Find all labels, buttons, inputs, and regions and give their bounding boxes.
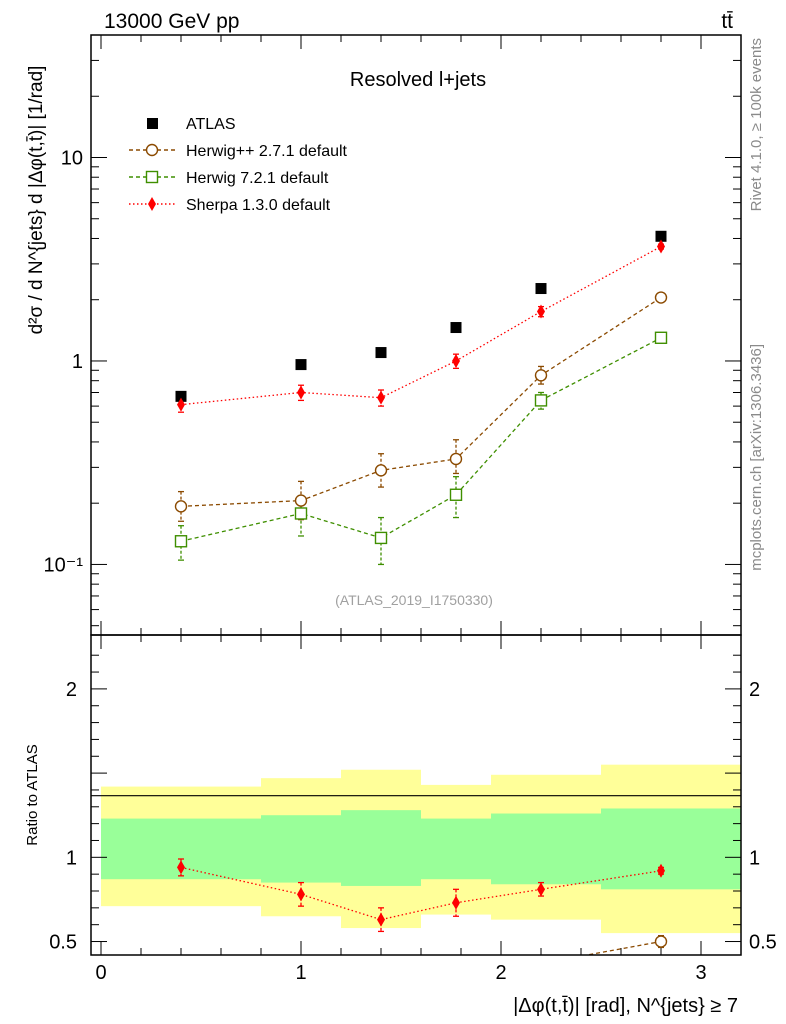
legend-item-sherpa: Sherpa 1.3.0 default [129,197,331,214]
ratio-y-tick-label-left: 2 [66,679,77,701]
header-energy-label: 13000 GeV pp [104,10,239,33]
main-title: Resolved l+jets [350,69,486,91]
x-tick-label: 0 [95,962,106,984]
main-herwig-7-2-1-default-point [374,531,388,545]
legend-item-atlas: ATLAS [147,116,236,133]
ratio-axis-ticks [91,635,742,955]
legend-herwig7-marker [145,170,159,184]
main-herwig-2-7-1-default-point [654,291,668,304]
main-herwig-7-2-1-default-point [654,331,668,344]
legend: ATLAS Herwig++ 2.7.1 default Herwig 7.2.… [129,116,348,214]
ratio-markers [177,860,668,948]
main-herwig-7-2-1-default-point [174,535,188,548]
ratio-herwig-2-7-1-default-atlas-point [654,935,668,948]
ratio-sherpa-1-3-0-default-atlas-line [180,866,662,921]
main-sherpa-1-3-0-default-point [297,385,305,400]
main-atlas-point [295,359,307,371]
main-markers [174,230,668,548]
main-herwig-2-7-1-default-point [374,464,388,477]
main-herwig-7-2-1-default-line [180,337,662,542]
x-tick-label: 2 [495,962,506,984]
main-y-axis-label: d²σ / d N^{jets} d |Δφ(t,t̄)| [1/rad] [26,66,47,335]
ratio-y-tick-label-left: 0.5 [49,932,77,954]
rivet-version-label: Rivet 4.1.0, ≥ 100k events [748,38,765,211]
main-axis-ticks [91,34,742,635]
ratio-stat-uncertainty-band [261,815,341,883]
main-atlas-point [535,283,547,295]
main-series-lines [180,245,662,542]
main-herwig-2-7-1-default-line [180,296,662,507]
ratio-x-tick-labels: 0 1 2 3 [95,962,706,984]
main-herwig-7-2-1-default-point [449,488,463,501]
header-process-label: tt̄ [721,10,733,33]
ratio-y-tick-label-right: 2 [749,679,760,701]
legend-herwig7-label: Herwig 7.2.1 default [186,170,329,187]
ratio-sherpa-1-3-0-default-atlas-point [657,863,665,878]
ratio-y-tick-label-right: 0.5 [749,932,777,954]
legend-sherpa-marker [148,197,156,211]
ratio-stat-uncertainty-band [421,818,491,880]
main-herwig-2-7-1-default-point [174,500,188,513]
ratio-stat-uncertainty-band [341,810,421,886]
main-sherpa-1-3-0-default-point [537,304,545,319]
main-herwig-7-2-1-default-point [294,507,308,520]
ratio-y-axis-label: Ratio to ATLAS [24,744,41,845]
main-atlas-point [450,322,462,334]
ratio-sherpa-1-3-0-default-atlas-point [452,895,460,910]
ratio-y-tick-label-left: 1 [66,847,77,869]
main-herwig-2-7-1-default-point [449,452,463,466]
ratio-y-tick-labels: 0.5 0.5 1 1 2 2 [49,679,777,954]
main-atlas-point [375,347,387,359]
ratio-frame [90,634,742,956]
legend-atlas-label: ATLAS [186,116,236,133]
main-y-tick-label: 10 [61,148,83,170]
legend-item-herwig7: Herwig 7.2.1 default [129,170,329,187]
legend-sherpa-label: Sherpa 1.3.0 default [186,197,331,214]
ratio-stat-uncertainty-band [601,808,741,890]
main-sherpa-1-3-0-default-point [177,397,185,412]
main-error-bars [178,243,664,566]
ratio-y-tick-label-right: 1 [749,847,760,869]
main-herwig-2-7-1-default-point [534,369,548,382]
x-tick-label: 1 [295,962,306,984]
ratio-stat-uncertainty-band [491,813,601,885]
legend-atlas-marker [147,118,158,129]
main-atlas-point [175,390,187,402]
main-herwig-7-2-1-default-point [534,394,548,407]
legend-item-herwigpp: Herwig++ 2.7.1 default [129,143,348,160]
x-axis-label: |Δφ(t,t̄)| [rad], N^{jets} ≥ 7 [513,995,738,1017]
ratio-sherpa-1-3-0-default-atlas-point [537,882,545,897]
main-sherpa-1-3-0-default-point [452,353,460,368]
ratio-sherpa-1-3-0-default-atlas-point [377,912,385,927]
ratio-sherpa-1-3-0-default-atlas-point [177,860,185,875]
ratio-series-lines [180,866,662,955]
x-tick-label: 3 [695,962,706,984]
ratio-uncertainty-bands [101,764,741,934]
main-panel: 10⁻¹ 1 10 Resolved l+jets (ATLAS_2019_I175… [26,34,742,636]
ratio-herwig-2-7-1-default-atlas-line [583,940,662,955]
main-sherpa-1-3-0-default-line [180,245,662,406]
main-atlas-point [655,230,667,242]
main-y-tick-label: 10⁻¹ [44,554,84,576]
ratio-sherpa-1-3-0-default-atlas-point [297,887,305,902]
main-y-tick-labels: 10⁻¹ 1 10 [44,148,84,577]
main-herwig-2-7-1-default-point [294,494,308,507]
analysis-tag: (ATLAS_2019_I1750330) [335,592,493,608]
main-y-tick-label: 1 [72,351,83,373]
mcplots-label: mcplots.cern.ch [arXiv:1306.3436] [748,344,765,571]
legend-herwigpp-marker [145,143,159,157]
ratio-panel: 0.5 0.5 1 1 2 2 0 1 2 3 Ratio to ATLAS |Δφ(t,t̄)… [24,634,777,1017]
legend-herwigpp-label: Herwig++ 2.7.1 default [186,143,348,160]
main-sherpa-1-3-0-default-point [377,390,385,405]
main-sherpa-1-3-0-default-point [657,239,665,254]
